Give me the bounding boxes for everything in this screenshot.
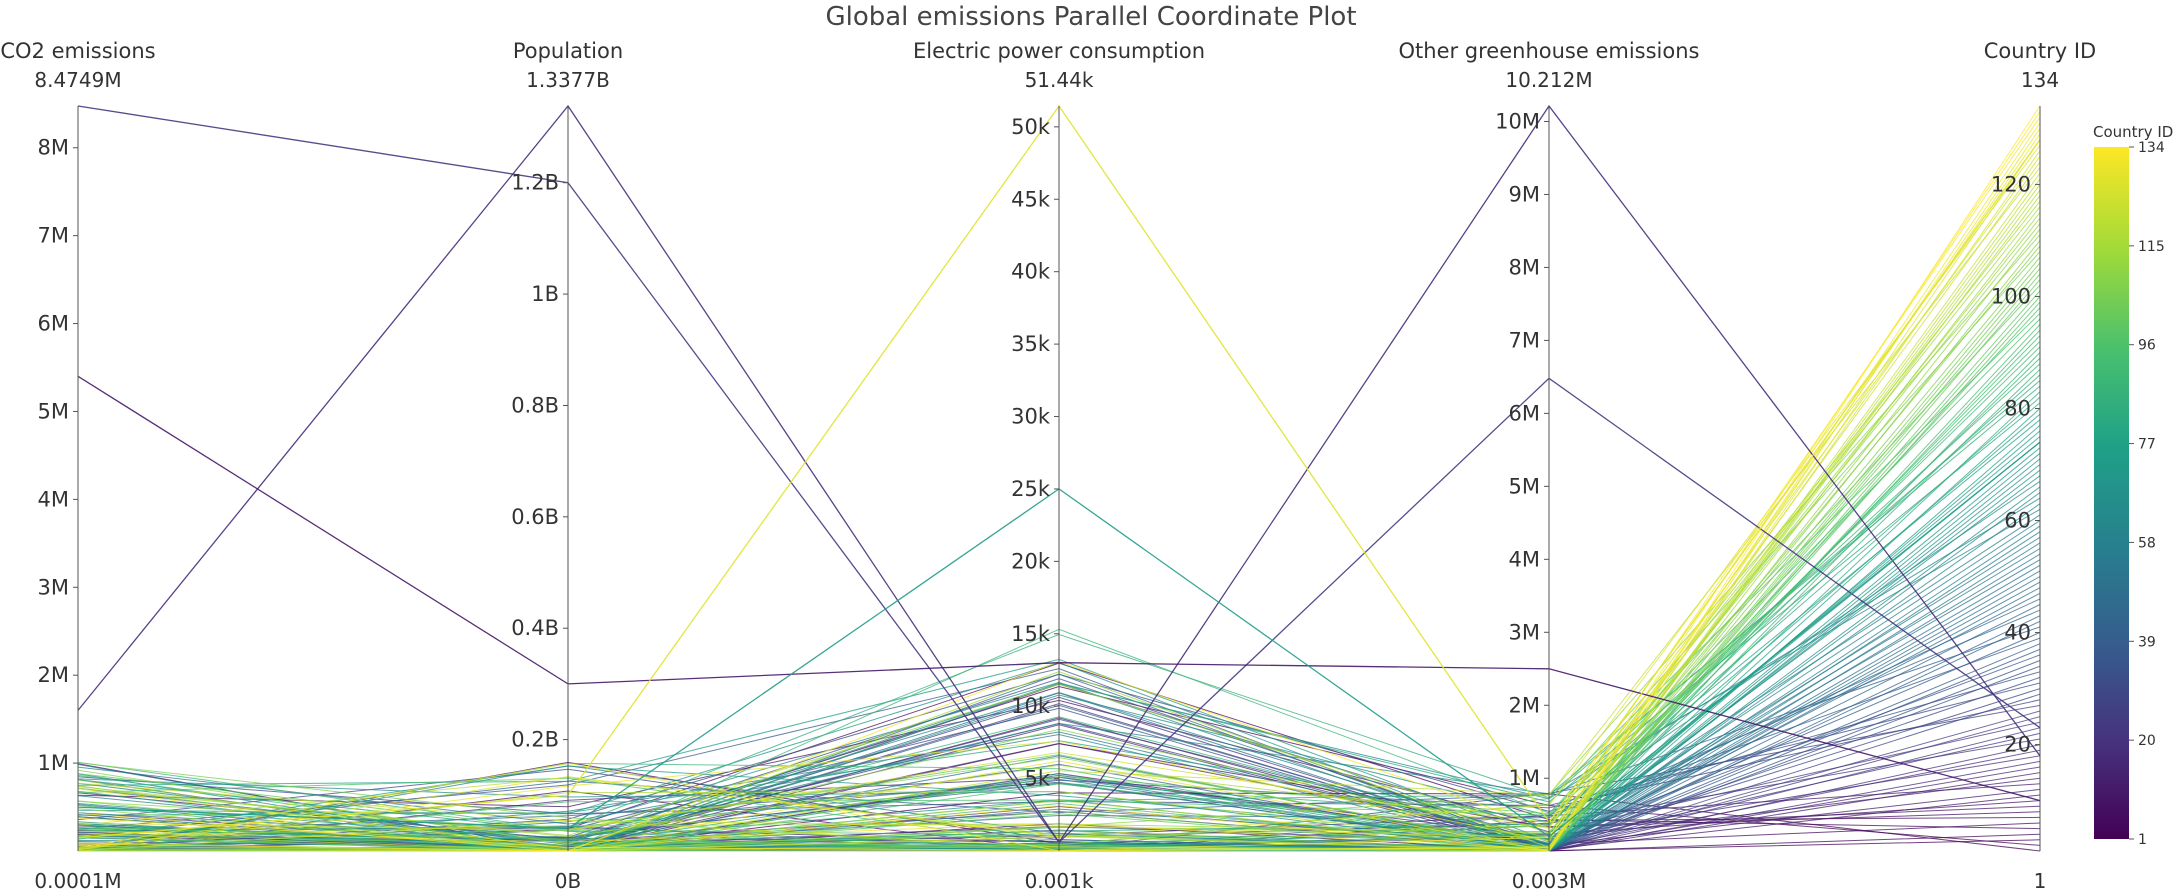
tick-label: 20k	[1011, 549, 1051, 573]
colorbar: Country ID 1 20 39 58 77 96 115 134	[2093, 123, 2173, 848]
chart-title: Global emissions Parallel Coordinate Plo…	[825, 2, 1356, 32]
tick-label: 1.2B	[511, 171, 559, 195]
tick-label: 40	[2004, 621, 2031, 645]
tick-label: 20	[2004, 733, 2031, 757]
tick-label: 5k	[1024, 767, 1050, 791]
tick-label: 50k	[1011, 115, 1051, 139]
axis-range-max: 134	[2021, 68, 2059, 92]
tick-label: 3M	[1509, 620, 1540, 644]
colorbar-tick-label: 96	[2138, 338, 2156, 354]
axis-range-max: 1.3377B	[526, 68, 610, 92]
tick-label: 45k	[1011, 187, 1051, 211]
colorbar-tick-label: 1	[2138, 832, 2147, 848]
tick-label: 1B	[531, 282, 559, 306]
tick-label: 4M	[1509, 547, 1540, 571]
colorbar-tick-label: 77	[2138, 437, 2156, 453]
tick-label: 25k	[1011, 477, 1051, 501]
tick-label: 10M	[1495, 109, 1540, 133]
tick-label: 0.2B	[511, 728, 559, 752]
colorbar-tick-label: 134	[2138, 140, 2165, 156]
colorbar-tick-label: 39	[2138, 634, 2156, 650]
tick-label: 30k	[1011, 405, 1051, 429]
tick-label: 35k	[1011, 332, 1051, 356]
tick-label: 7M	[1509, 328, 1540, 352]
axis-group[interactable]: Population 1.3377B 0B 0.2B 0.4B 0.6B 0.8B 1B 1.2…	[511, 39, 623, 893]
axis-group[interactable]: CO2 emissions 8.4749M 0.0001M 1M 2M 3M 4M 5M 6M 7…	[0, 39, 155, 893]
colorbar-tick-label: 20	[2138, 733, 2156, 749]
tick-label: 5M	[38, 399, 69, 423]
axis-label: Other greenhouse emissions	[1399, 39, 1700, 63]
tick-label: 1M	[1509, 766, 1540, 790]
axis-range-max: 8.4749M	[34, 68, 121, 92]
tick-label: 10k	[1011, 694, 1051, 718]
axis-group[interactable]: Electric power consumption 51.44k 0.001k 5k…	[913, 39, 1205, 893]
tick-label: 2M	[1509, 693, 1540, 717]
colorbar-tick-label: 115	[2138, 239, 2165, 255]
axis-range-min: 0.001k	[1025, 869, 1094, 893]
tick-label: 0.4B	[511, 616, 559, 640]
tick-label: 6M	[38, 312, 69, 336]
tick-label: 15k	[1011, 622, 1051, 646]
axes-layer: CO2 emissions 8.4749M 0.0001M 1M 2M 3M 4M 5M 6M 7…	[0, 39, 2096, 893]
tick-label: 60	[2004, 509, 2031, 533]
tick-label: 0.8B	[511, 393, 559, 417]
axis-range-min: 0.003M	[1512, 869, 1587, 893]
tick-label: 0.6B	[511, 505, 559, 529]
tick-label: 100	[1991, 284, 2031, 308]
tick-label: 9M	[1509, 182, 1540, 206]
tick-label: 2M	[38, 663, 69, 687]
axis-label: Electric power consumption	[913, 39, 1205, 63]
tick-label: 5M	[1509, 474, 1540, 498]
colorbar-title: Country ID	[2093, 123, 2173, 141]
tick-label: 7M	[38, 224, 69, 248]
tick-label: 8M	[38, 136, 69, 160]
colorbar-gradient	[2094, 147, 2129, 839]
axis-range-min: 1	[2034, 869, 2047, 893]
axis-range-max: 51.44k	[1025, 68, 1094, 92]
tick-label: 3M	[38, 575, 69, 599]
axis-label: Population	[513, 39, 623, 63]
axis-range-min: 0.0001M	[34, 869, 121, 893]
tick-label: 4M	[38, 487, 69, 511]
axis-label: CO2 emissions	[0, 39, 155, 63]
axis-range-max: 10.212M	[1505, 68, 1592, 92]
axis-group[interactable]: Other greenhouse emissions 10.212M 0.003M 1…	[1399, 39, 1700, 893]
colorbar-tick-label: 58	[2138, 535, 2156, 551]
tick-label: 120	[1991, 172, 2031, 196]
tick-label: 6M	[1509, 401, 1540, 425]
axis-range-min: 0B	[555, 869, 581, 893]
axis-label: Country ID	[1984, 39, 2096, 63]
tick-label: 40k	[1011, 260, 1051, 284]
tick-label: 8M	[1509, 255, 1540, 279]
tick-label: 80	[2004, 396, 2031, 420]
tick-label: 1M	[38, 751, 69, 775]
